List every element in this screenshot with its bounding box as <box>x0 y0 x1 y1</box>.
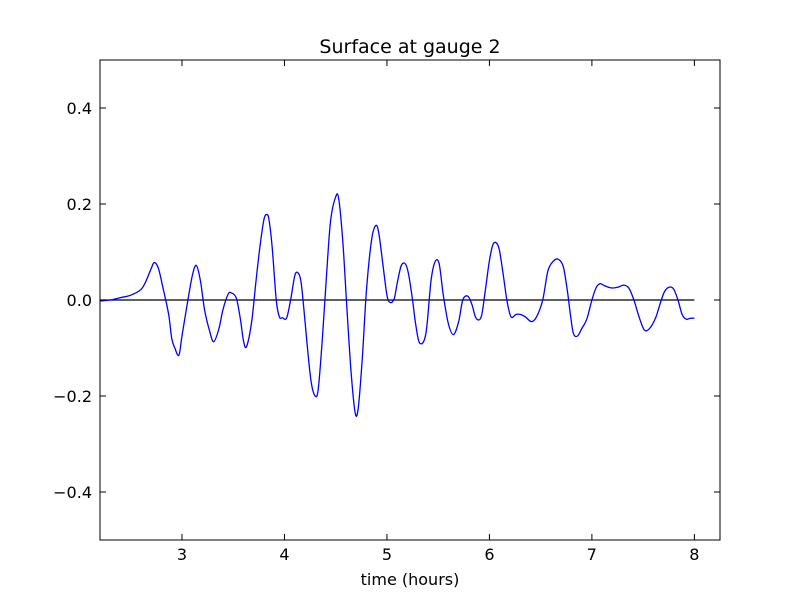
x-tick-label: 7 <box>587 545 597 564</box>
y-tick-label: −0.4 <box>53 483 92 502</box>
x-tick-label: 6 <box>484 545 494 564</box>
x-tick-label: 8 <box>689 545 699 564</box>
y-tick-label: 0.2 <box>67 195 92 214</box>
y-tick-label: 0.4 <box>67 99 92 118</box>
plot-area <box>99 193 695 417</box>
y-tick-label: 0.0 <box>67 291 92 310</box>
x-tick-label: 5 <box>382 545 392 564</box>
x-axis-label: time (hours) <box>361 570 460 589</box>
x-axis: 3 4 5 6 7 8 <box>177 60 699 564</box>
chart-title: Surface at gauge 2 <box>319 36 500 58</box>
series-line-0 <box>99 193 695 417</box>
y-axis: −0.4 −0.2 0.0 0.2 0.4 <box>53 99 720 502</box>
x-tick-label: 4 <box>279 545 289 564</box>
x-tick-label: 3 <box>177 545 187 564</box>
y-tick-label: −0.2 <box>53 387 92 406</box>
